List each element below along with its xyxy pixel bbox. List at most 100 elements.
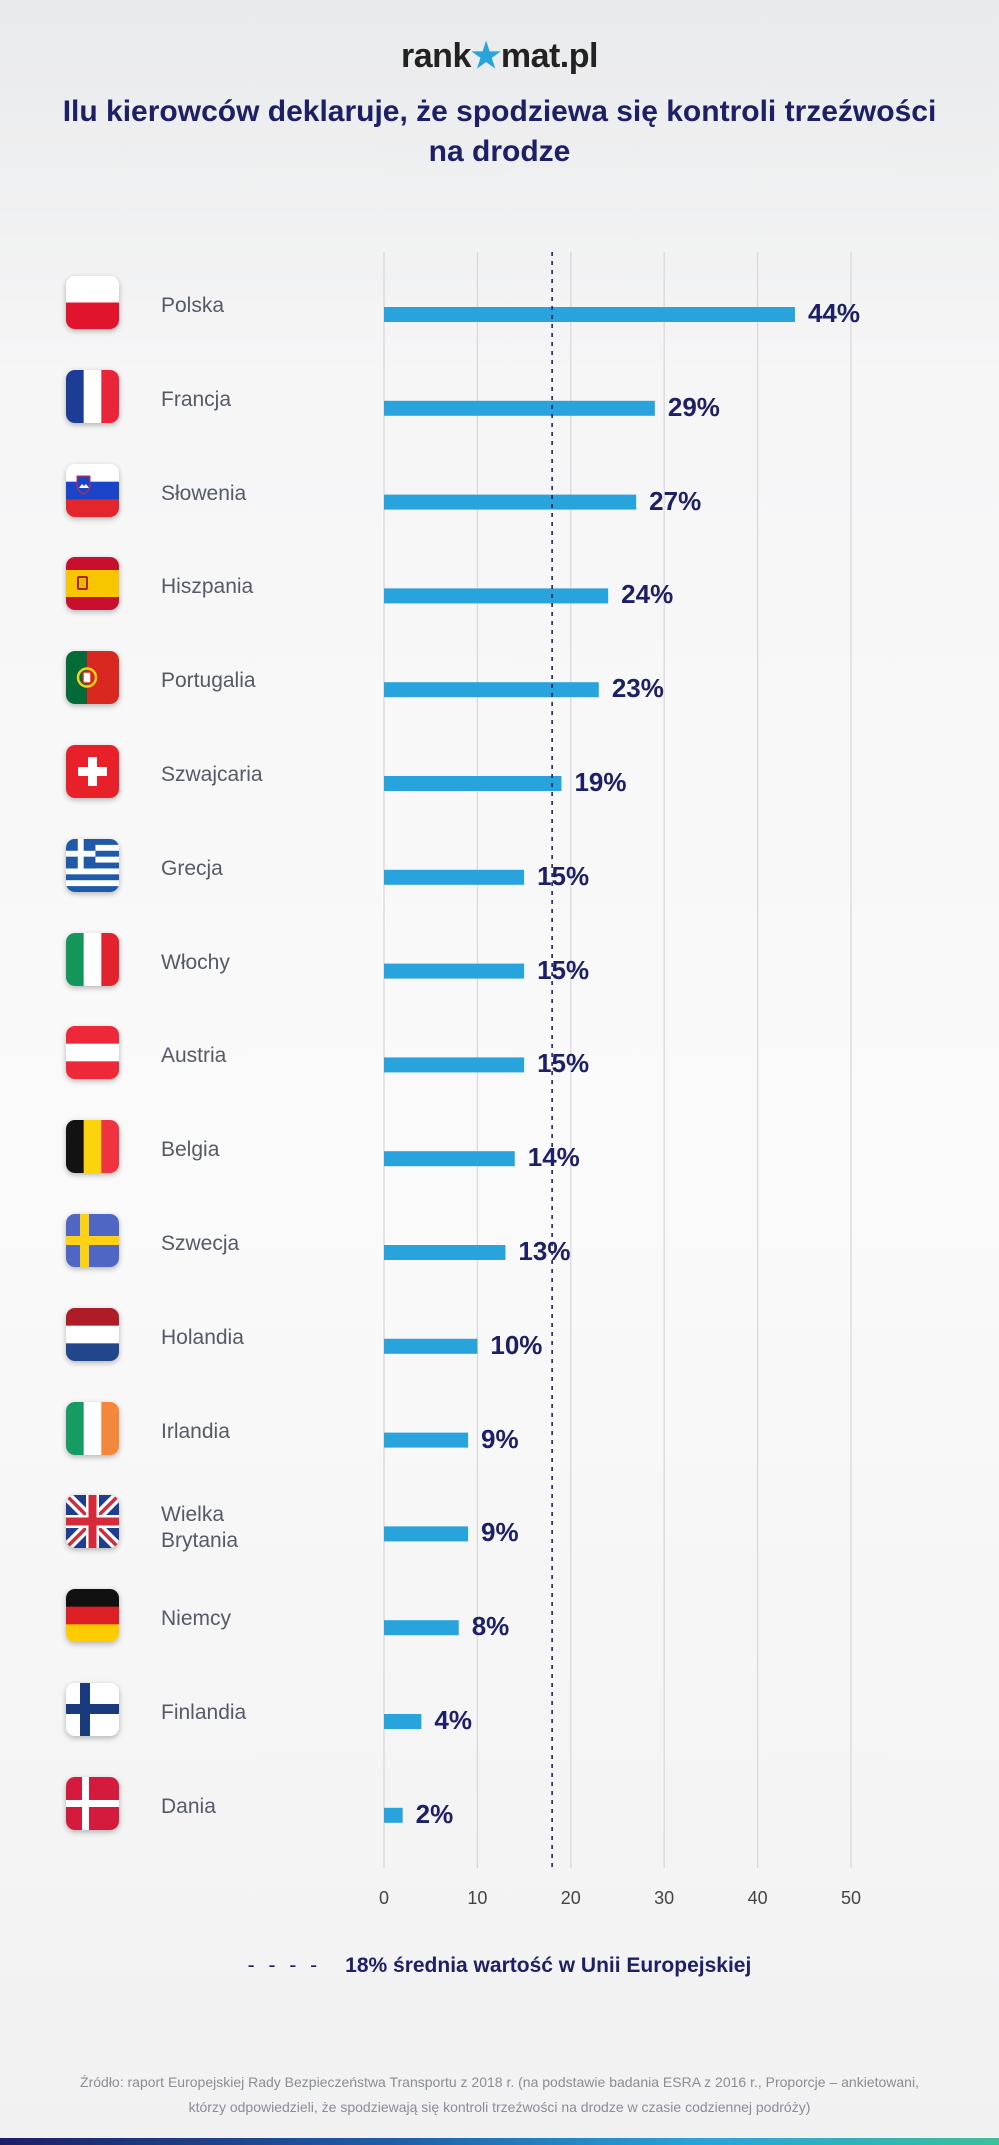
value-label: 29% (667, 391, 720, 422)
value-label: 9% (481, 1517, 519, 1548)
country-label-line: Słowenia (161, 481, 247, 505)
logo-text-right: mat.pl (500, 37, 599, 75)
spain-flag-icon (66, 557, 119, 611)
x-tick-label: 40 (747, 1888, 768, 1908)
country-label-line: Holandia (161, 1325, 244, 1349)
country-label-line: Szwecja (161, 1232, 240, 1255)
source-line-1: Źródło: raport Europejskiej Rady Bezpiec… (80, 2074, 919, 2090)
country-label-line: Finlandia (161, 1701, 247, 1724)
value-label: 15% (537, 954, 590, 985)
bar-sweden (384, 1245, 506, 1260)
country-label: Grecja (161, 856, 223, 882)
x-tick-label: 20 (560, 1888, 581, 1908)
bar-poland (384, 307, 795, 322)
value-label: 8% (471, 1611, 510, 1642)
bar-spain (384, 588, 609, 604)
sweden-flag-icon (66, 1214, 119, 1267)
austria-flag-icon (66, 1026, 119, 1080)
bar-portugal (384, 682, 599, 698)
value-label: 24% (621, 579, 674, 610)
germany-flag-icon (66, 1589, 119, 1643)
country-label: Belgia (161, 1137, 219, 1163)
country-label: Szwecja (161, 1231, 239, 1257)
denmark-flag-icon (66, 1776, 119, 1830)
country-label: Szwajcaria (161, 762, 263, 788)
finland-flag-icon (66, 1683, 119, 1736)
bar-ireland (384, 1432, 469, 1448)
country-label: Dania (161, 1794, 216, 1820)
country-label-line: Brytania (161, 1529, 239, 1553)
switzerland-flag-icon (66, 745, 119, 798)
average-legend-label: 18% średnia wartość w Unii Europejskiej (345, 1954, 752, 1977)
source-note: Źródło: raport Europejskiej Rady Bezpiec… (40, 2070, 959, 2120)
brand-logo: rank★mat.pl (0, 36, 999, 76)
value-label: 19% (574, 767, 627, 797)
netherlands-flag-icon (66, 1307, 119, 1361)
uk-flag-icon (66, 1495, 119, 1549)
bar-uk (384, 1526, 469, 1542)
bar-slovenia (384, 494, 637, 510)
value-label: 27% (649, 485, 702, 516)
country-label: Portugalia (161, 668, 256, 694)
dashed-line-icon: - - - - (247, 1954, 322, 1977)
bar-germany (384, 1620, 459, 1636)
country-label: Holandia (161, 1325, 244, 1351)
x-tick-label: 0 (378, 1888, 390, 1908)
country-label: Austria (161, 1043, 226, 1069)
portugal-flag-icon (66, 651, 119, 705)
country-label-line: Belgia (161, 1138, 220, 1162)
country-label-line: Austria (161, 1044, 227, 1068)
logo-text-left: rank (401, 37, 471, 75)
average-legend: - - - - 18% średnia wartość w Unii Europe… (0, 1954, 999, 1978)
country-label: Hiszpania (161, 574, 253, 600)
value-label: 4% (434, 1705, 472, 1735)
bar-denmark (384, 1807, 403, 1823)
country-label-line: Niemcy (161, 1607, 232, 1631)
value-label: 10% (490, 1329, 543, 1360)
country-label-line: Polska (161, 294, 225, 317)
source-line-2: którzy odpowiedzieli, że spodziewają się… (188, 2099, 811, 2115)
chart-area (383, 252, 852, 1868)
france-flag-icon (66, 369, 119, 423)
bar-netherlands (384, 1338, 478, 1354)
country-label: Wielka Brytania (161, 1502, 238, 1554)
value-label: 9% (481, 1423, 519, 1454)
bottom-gradient-bar (0, 2138, 999, 2145)
country-label-line: Francja (161, 387, 232, 411)
value-label: 23% (611, 673, 664, 704)
country-label-line: Irlandia (161, 1419, 230, 1443)
x-tick-label: 10 (467, 1888, 488, 1908)
country-label: Niemcy (161, 1606, 231, 1632)
ireland-flag-icon (66, 1401, 119, 1455)
value-label: 15% (537, 860, 590, 891)
bar-austria (384, 1057, 525, 1073)
country-label: Polska (161, 293, 224, 319)
x-tick-label: 50 (840, 1888, 862, 1908)
country-label: Francja (161, 387, 231, 413)
belgium-flag-icon (66, 1120, 119, 1174)
logo-star-icon: ★ (470, 37, 501, 75)
bar-switzerland (384, 776, 562, 791)
bar-finland (384, 1714, 422, 1729)
chart-title: Ilu kierowców deklaruje, że spodziewa si… (62, 95, 937, 168)
bar-france (384, 400, 655, 416)
bar-belgium (384, 1151, 515, 1167)
country-label: Finlandia (161, 1700, 246, 1726)
country-label: Włochy (161, 950, 230, 976)
country-label-line: Hiszpania (161, 575, 254, 599)
country-label-line: Włochy (161, 950, 230, 974)
value-label: 44% (807, 298, 860, 328)
value-label: 13% (518, 1236, 571, 1266)
country-label-line: Szwajcaria (161, 763, 263, 786)
poland-flag-icon (66, 276, 119, 329)
country-label-line: Dania (161, 1794, 216, 1818)
country-label: Irlandia (161, 1419, 230, 1445)
italy-flag-icon (66, 932, 119, 986)
value-label: 14% (527, 1142, 580, 1173)
greece-flag-icon (66, 838, 119, 892)
value-label: 15% (537, 1048, 590, 1079)
x-tick-label: 30 (654, 1888, 675, 1908)
value-label: 2% (415, 1798, 454, 1829)
country-label: Słowenia (161, 481, 246, 507)
bar-italy (384, 963, 525, 979)
